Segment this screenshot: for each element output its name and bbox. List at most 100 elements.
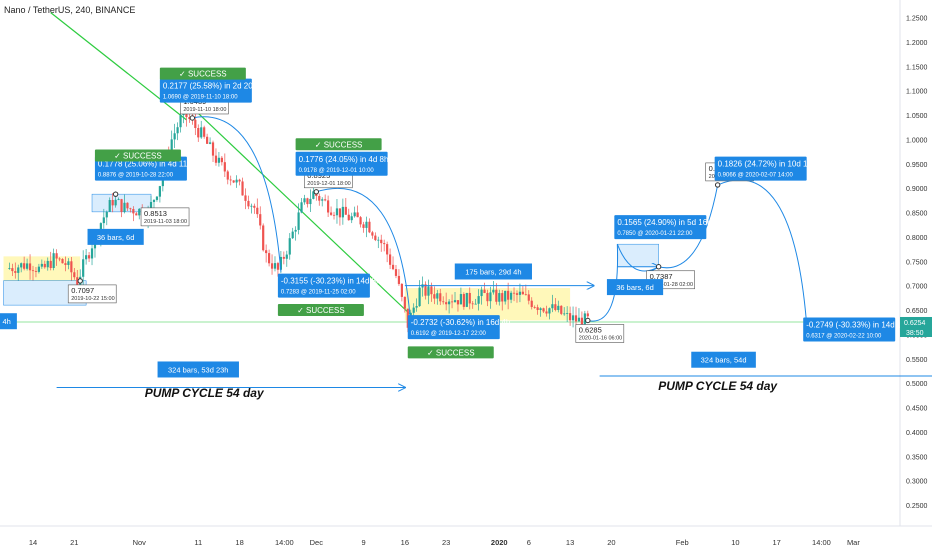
candle [132,209,135,214]
candle [253,205,256,208]
candle [288,238,291,255]
candle [138,208,141,216]
bars-label-box [157,361,239,378]
x-tick-label: 14:00 [275,538,294,547]
x-tick-label: Feb [676,538,689,547]
candle [90,248,94,259]
candle [400,283,403,297]
callout-box [159,78,252,103]
candle [539,308,542,310]
callout-box [277,273,370,298]
candle [61,259,64,264]
candle [214,155,218,163]
candle [583,313,586,327]
bars-label-box [454,263,532,280]
candle [442,301,445,303]
marker-dot [714,182,721,188]
marker-box [575,324,625,343]
candle [462,294,465,307]
pump-cycle-annotation: PUMP CYCLE 54 day [658,379,778,393]
x-tick-label: 2020 [491,538,508,547]
y-tick-label: 0.5000 [906,381,928,388]
candle [256,207,259,215]
callout-sub: 0.6317 @ 2020-02-22 10:00 [806,334,882,340]
x-tick-label: 18 [235,538,243,547]
candle [226,171,229,180]
y-tick-label: 0.8000 [906,235,928,242]
candle [170,139,173,156]
candle [427,286,430,296]
marker-dot [112,191,119,197]
candle [386,244,389,255]
y-tick-label: 0.2500 [906,503,928,510]
callout-main: 0.1826 (24.72%) in 10d 12h [718,160,817,169]
candle [341,206,344,218]
candle [580,317,584,327]
callout-box [714,156,807,181]
candle [412,307,415,313]
y-tick-label: 0.3000 [906,479,928,486]
candle [267,253,271,264]
measure-callout: -0.2732 (-30.62%) in 16d 4h 0.6192 @ 2019… [407,315,510,340]
bars-label-text: d 4h [0,317,11,326]
candle [388,254,392,265]
candle [223,162,226,172]
candle [468,292,471,304]
candle [309,198,312,205]
candle [28,263,32,271]
y-tick-label: 0.9500 [906,162,928,169]
candle [64,263,67,265]
candle [25,263,29,269]
candle [459,294,463,305]
measure-callout: 0.2177 (25.58%) in 2d 20h 1.0690 @ 2019-1… [159,78,257,103]
candle [507,290,510,300]
candle [176,127,179,134]
candle [512,292,516,294]
marker-dot [313,189,320,195]
measure-callout: 0.1776 (24.05%) in 4d 8h 0.9178 @ 2019-12… [295,151,389,176]
badge-label: ✓ SUCCESS [315,140,363,149]
y-tick-label: 0.8500 [906,211,928,218]
candle [241,181,244,196]
candle [211,142,215,156]
measure-callout: 0.1778 (25.06%) in 4d 11h 0.8876 @ 2019-1… [94,156,192,181]
candle [87,255,91,259]
candle [40,263,43,267]
candle [471,303,474,305]
candle [563,313,566,315]
candle [545,311,548,314]
badge-box [277,304,364,316]
x-tick-label: 23 [442,538,450,547]
candle [504,290,507,302]
success-badge: ✓ SUCCESS [94,149,181,162]
candle [244,195,247,201]
candle [229,179,232,181]
callout-main: 0.1776 (24.05%) in 4d 8h [299,155,389,164]
candle [394,269,398,276]
candle [509,292,513,300]
candle [282,256,285,259]
candle [377,239,380,241]
candle [554,304,557,310]
success-badge: ✓ SUCCESS [277,304,364,316]
bars-label: 36 bars, 6d [87,228,144,245]
candle [548,308,551,314]
candle [291,231,294,239]
candle [120,199,123,212]
bars-label-text: 36 bars, 6d [97,233,135,242]
candle [11,268,14,272]
candle [270,263,274,269]
marker-value: 0.8513 [144,209,167,218]
candle [49,260,52,269]
candle [518,291,522,295]
candle [453,300,457,303]
candle [430,286,433,295]
candle [155,196,159,200]
x-tick-label: 10 [731,538,739,547]
callout-main: 0.1565 (24.90%) in 5d 16h [617,218,711,227]
projection-arc [587,244,619,322]
candle [194,119,197,129]
candle [551,304,554,309]
